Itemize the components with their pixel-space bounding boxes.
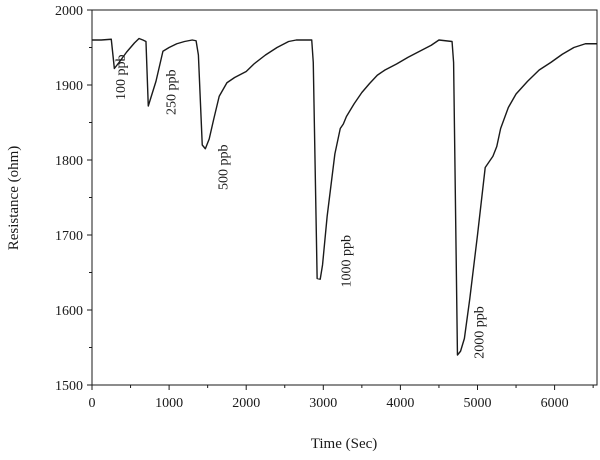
concentration-annotation: 2000 ppb [473, 306, 488, 359]
x-tick-label: 3000 [309, 396, 337, 411]
concentration-annotation: 500 ppb [217, 144, 232, 189]
x-tick-label: 2000 [232, 396, 260, 411]
concentration-annotation: 100 ppb [114, 54, 129, 100]
concentration-annotation: 250 ppb [164, 70, 179, 116]
y-tick-label: 1900 [55, 79, 83, 94]
series-line [92, 37, 597, 356]
annotations-layer: 100 ppb 250 ppb 500 ppb 1000 ppb 2000 ppb [114, 54, 488, 358]
y-tick-label: 1600 [55, 304, 83, 319]
y-tick-label: 1800 [55, 154, 83, 169]
concentration-annotation: 1000 ppb [339, 235, 354, 288]
y-axis-title: Resistance (ohm) [6, 146, 22, 251]
x-tick-label: 4000 [386, 396, 414, 411]
y-tick-label: 1500 [55, 379, 83, 394]
x-tick-label: 1000 [155, 396, 183, 411]
axes-layer: 0 1000 2000 3000 4000 5000 6000 1500 1600 1700 180… [55, 4, 598, 411]
y-tick-label: 2000 [55, 4, 83, 19]
x-tick-label: 6000 [541, 396, 569, 411]
x-tick-label: 0 [89, 396, 96, 411]
y-tick-label: 1700 [55, 229, 83, 244]
x-tick-label: 5000 [463, 396, 491, 411]
plot-frame [91, 9, 598, 386]
x-axis-title: Time (Sec) [311, 436, 378, 452]
plot-layer [92, 37, 597, 356]
